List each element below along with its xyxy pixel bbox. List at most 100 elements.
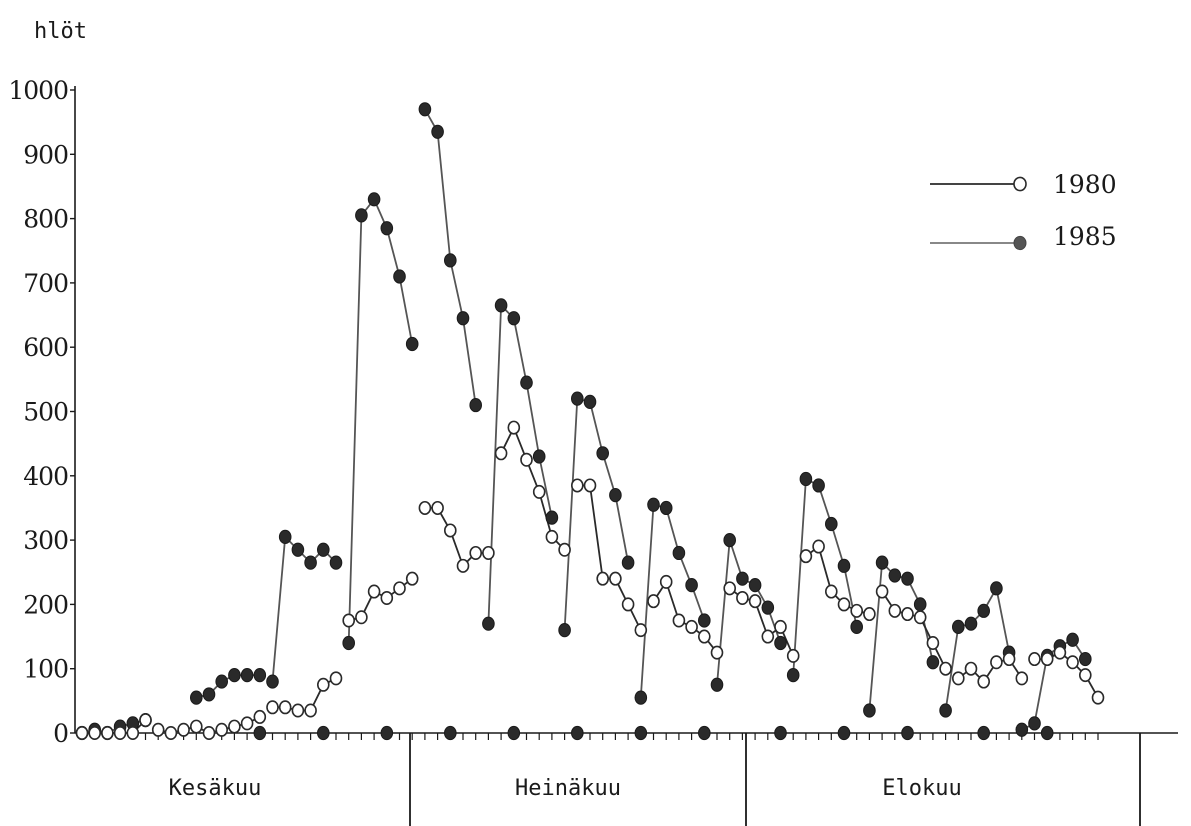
data-point [736,571,749,586]
legend-marker-1980 [1013,176,1027,192]
data-point [494,446,508,461]
data-point [596,446,610,461]
month-label: Elokuu [882,776,961,801]
data-point [1066,632,1079,647]
data-point [926,635,940,650]
data-point [875,584,889,599]
legend-label-1980: 1980 [1053,170,1117,199]
series-1985-lines [81,108,1087,734]
y-tick-label: 400 [23,462,68,491]
data-point [913,610,927,625]
y-axis: 0 100 200 300 400 500 600 700 800 900 1000 [8,76,76,748]
data-point [774,635,787,651]
data-point [482,616,495,631]
series-1980-points [75,420,1105,740]
data-point [520,452,533,467]
data-point [939,661,952,676]
data-point [507,420,521,435]
data-point [380,725,394,741]
data-point [1040,652,1054,667]
data-point [748,594,762,609]
data-point [786,648,800,663]
data-point [278,529,292,544]
y-tick-label: 1000 [8,76,68,105]
series-line [271,534,337,682]
data-point [177,722,190,737]
data-point [253,725,267,741]
series-layer [75,102,1105,741]
data-point [990,581,1003,596]
data-point [952,619,965,635]
data-point [240,716,254,731]
series-line [805,544,870,615]
data-point [685,578,698,593]
data-point [634,690,648,705]
data-point [901,607,914,622]
data-point [875,555,889,570]
data-point [1002,652,1016,667]
data-point [1040,725,1054,741]
data-point [723,581,737,596]
data-point [101,725,114,740]
data-point [812,478,825,493]
data-point [507,725,521,741]
data-point [367,584,381,599]
data-point [342,613,356,628]
data-point [367,192,381,207]
y-tick-label: 700 [23,269,68,298]
data-point [393,269,406,284]
data-point [901,725,914,741]
data-point [139,713,152,728]
data-point [253,668,267,683]
data-point [329,671,343,686]
data-point [1079,651,1092,667]
data-point [698,613,711,628]
data-point [317,542,330,557]
data-point [621,555,635,570]
series-line [792,477,858,676]
data-point [609,487,622,503]
data-point [812,539,825,554]
data-point [888,568,902,583]
data-point [228,719,241,734]
data-point [316,677,330,692]
month-label: Kesäkuu [169,776,262,801]
series-line [868,560,934,711]
data-point [405,336,419,352]
data-point [215,674,228,689]
legend-marker-1985 [1013,235,1027,251]
data-point [456,558,470,573]
data-point [647,497,660,512]
data-point [1028,652,1041,667]
data-point [609,571,622,586]
data-point [799,549,813,564]
data-point [659,574,673,589]
legend-label-1985: 1985 [1053,222,1117,251]
data-point [444,725,457,741]
y-tick-label: 500 [23,398,68,427]
data-point [837,558,851,573]
data-point [634,725,648,741]
data-point [75,725,89,740]
data-point [380,590,394,605]
data-point [977,725,991,741]
data-point [774,619,787,634]
data-point [1015,722,1029,737]
data-point [304,555,317,570]
series-line [944,585,1010,711]
data-point [736,590,749,605]
data-point [901,571,914,586]
data-point [888,603,902,618]
data-point [558,542,571,557]
series-line [347,197,414,644]
y-tick-label: 600 [23,333,68,362]
data-point [418,102,432,117]
data-point [545,510,559,525]
data-point [532,484,546,499]
y-tick-label: 0 [53,719,68,748]
data-point [393,581,406,596]
data-point [748,578,762,593]
data-point [964,661,978,676]
data-point [113,725,127,740]
data-point [1066,655,1079,670]
